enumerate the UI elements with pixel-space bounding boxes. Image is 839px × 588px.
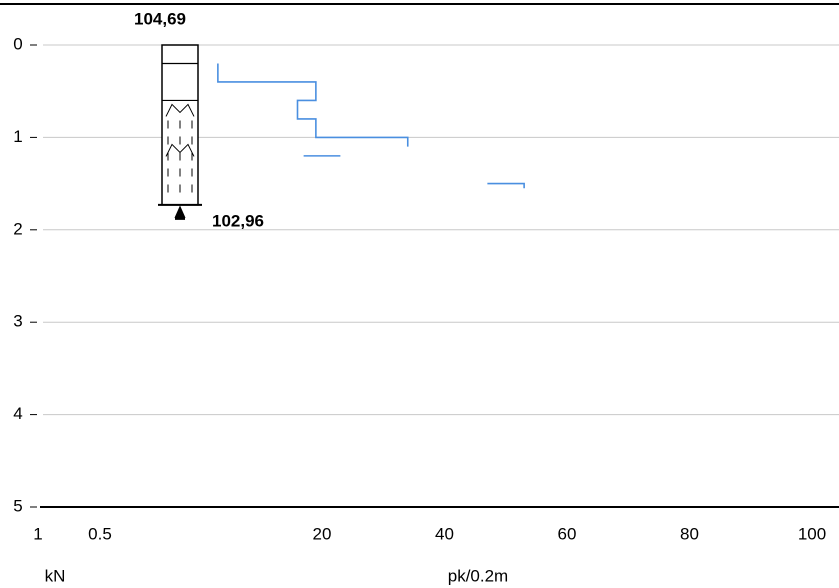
y-tick-label: 2 bbox=[13, 219, 22, 238]
y-tick-label: 5 bbox=[13, 496, 22, 515]
x2-tick-label: 1 bbox=[33, 524, 42, 543]
x-tick-label: 100 bbox=[798, 524, 826, 543]
x2-tick-label: 0.5 bbox=[88, 524, 112, 543]
series-line bbox=[217, 63, 525, 189]
x-tick-label: 20 bbox=[313, 524, 332, 543]
x2-axis-label: kN bbox=[45, 566, 66, 585]
column-tip bbox=[174, 205, 186, 220]
y-tick-label: 0 bbox=[13, 34, 22, 53]
bottom-level-label: 102,96 bbox=[212, 211, 264, 230]
y-tick-label: 3 bbox=[13, 312, 22, 331]
top-level-label: 104,69 bbox=[134, 9, 186, 28]
x-axis-label: pk/0.2m bbox=[448, 566, 508, 585]
y-tick-label: 4 bbox=[13, 404, 22, 423]
x-tick-label: 60 bbox=[558, 524, 577, 543]
x-tick-label: 40 bbox=[435, 524, 454, 543]
y-tick-label: 1 bbox=[13, 127, 22, 146]
x-tick-label: 80 bbox=[680, 524, 699, 543]
layer-pattern bbox=[167, 120, 193, 200]
